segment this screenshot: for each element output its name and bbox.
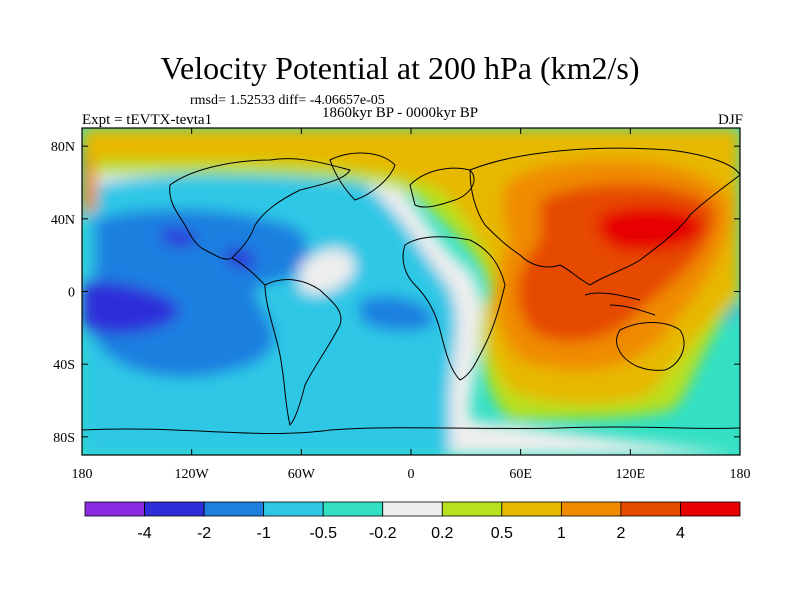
colorbar-swatch xyxy=(382,501,443,517)
lon-tick-label: 180 xyxy=(72,467,93,482)
contour-neg-2 xyxy=(360,296,435,332)
lon-tick-label: 60W xyxy=(288,467,316,482)
colorbar: -4 -2 -1 -0.5 -0.2 0.2 0.5 1 2 4 xyxy=(84,501,741,542)
coastline-south-america xyxy=(264,279,342,426)
experiment-label: Expt = tEVTX-tevta1 xyxy=(82,112,213,128)
contour-deep-neg xyxy=(82,280,180,334)
colorbar-label: -1 xyxy=(257,525,271,542)
coastline-central-america xyxy=(231,257,266,286)
contour-neutral-samerica xyxy=(300,248,355,294)
colorbar-swatch xyxy=(680,501,741,517)
colorbar-label: -0.2 xyxy=(369,525,397,542)
season-label: DJF xyxy=(717,112,743,128)
contour-field xyxy=(82,128,740,455)
lon-tick-label: 0 xyxy=(408,467,415,482)
colorbar-label: -2 xyxy=(197,525,211,542)
coastline-asia xyxy=(469,147,740,286)
colorbar-swatch xyxy=(441,501,503,517)
coastline-greenland xyxy=(329,152,396,201)
colorbar-swatch xyxy=(84,501,145,517)
coastlines xyxy=(82,147,740,435)
colorbar-swatch xyxy=(501,501,562,517)
latitude-axis: 80N 40N 0 40S 80S xyxy=(51,140,740,446)
coastline-north-america xyxy=(169,158,351,260)
map-title: Velocity Potential at 200 hPa (km2/s) xyxy=(160,50,640,86)
colorbar-label: 4 xyxy=(676,525,685,542)
lat-tick-label: 40S xyxy=(53,358,75,373)
contour-neg xyxy=(95,209,308,378)
lat-tick-label: 80N xyxy=(51,140,75,155)
lon-tick-label: 180 xyxy=(730,467,751,482)
contour-deep-neg-2 xyxy=(160,228,196,247)
contour-max-pos xyxy=(598,206,705,252)
contour-mid-pos-west xyxy=(82,150,97,215)
lat-tick-label: 40N xyxy=(51,213,75,228)
coastline-africa xyxy=(402,236,506,381)
lon-tick-label: 120W xyxy=(175,467,210,482)
colorbar-label: -0.5 xyxy=(309,525,337,542)
coastline-australia xyxy=(616,322,685,371)
colorbar-swatch xyxy=(203,501,265,517)
colorbar-swatch xyxy=(560,501,622,517)
lon-tick-label: 60E xyxy=(509,467,532,482)
period-label: 1860kyr BP - 0000kyr BP xyxy=(322,105,479,121)
colorbar-swatch xyxy=(263,501,324,517)
lat-tick-label: 80S xyxy=(53,431,75,446)
colorbar-label: 1 xyxy=(557,525,566,542)
lon-tick-label: 120E xyxy=(616,467,646,482)
longitude-axis: 180 120W 60W 0 60E 120E 180 xyxy=(72,128,751,482)
colorbar-swatch xyxy=(322,501,384,517)
colorbar-swatch xyxy=(620,501,681,517)
colorbar-label: 0.5 xyxy=(491,525,513,542)
colorbar-label: -4 xyxy=(137,525,151,542)
colorbar-label: 0.2 xyxy=(431,525,453,542)
coastline-europe xyxy=(409,167,475,208)
colorbar-swatch xyxy=(144,501,205,517)
stats-line: rmsd= 1.52533 diff= -4.06657e-05 xyxy=(190,93,385,108)
lat-tick-label: 0 xyxy=(68,286,75,301)
contour-deep-neg-3 xyxy=(225,248,256,269)
coastline-indonesia xyxy=(584,292,656,316)
colorbar-label: 2 xyxy=(616,525,625,542)
coastline-antarctica xyxy=(82,426,740,435)
